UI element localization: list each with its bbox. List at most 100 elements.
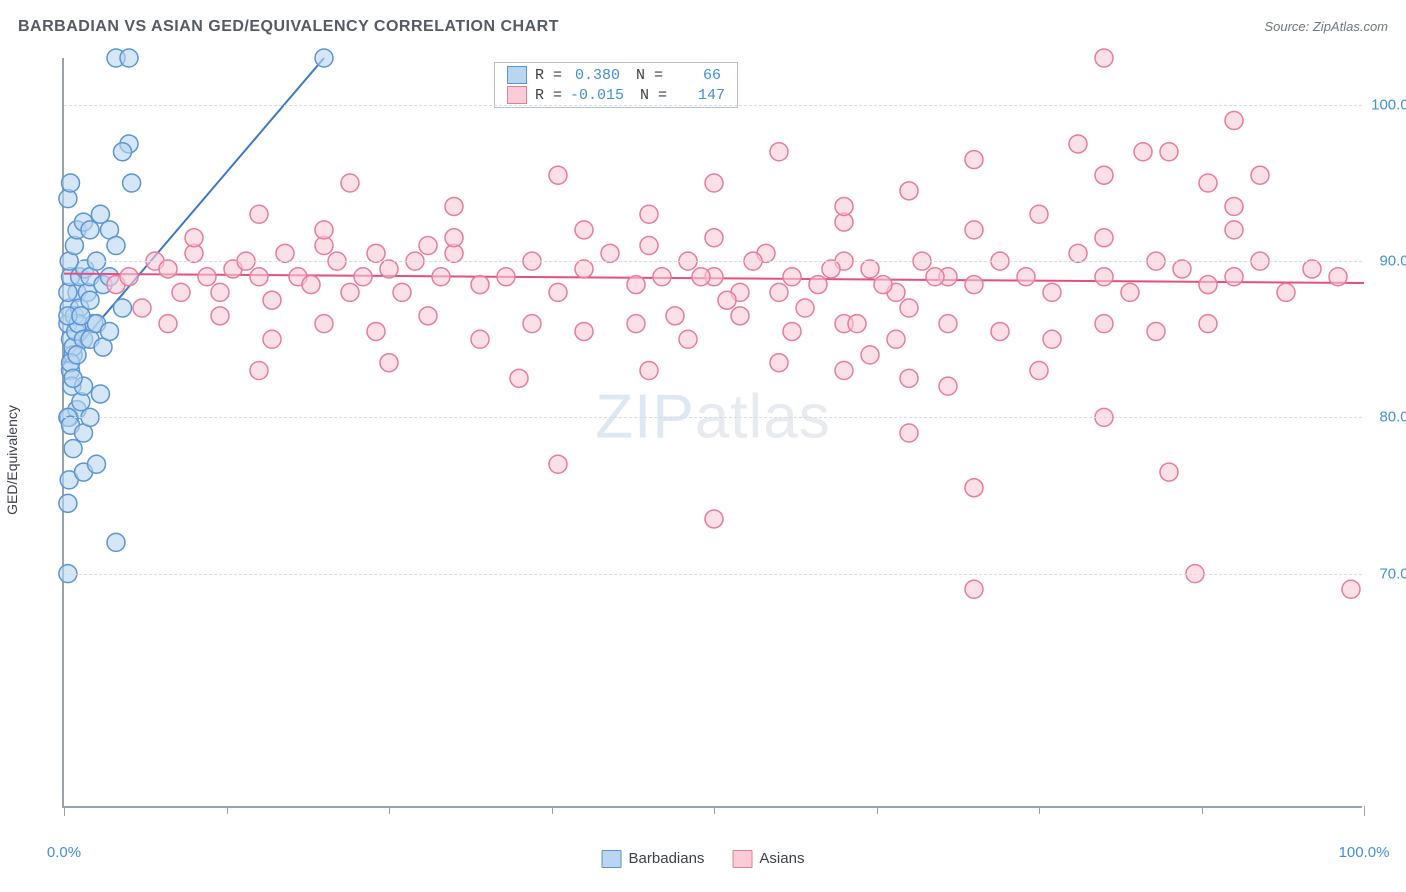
legend-r-value-barbadians: 0.380 <box>570 67 620 84</box>
gridline-h <box>64 105 1362 106</box>
scatter-point <box>1225 221 1243 239</box>
scatter-point <box>263 330 281 348</box>
scatter-point <box>991 322 1009 340</box>
x-tick-mark <box>552 806 553 814</box>
scatter-point <box>1342 580 1360 598</box>
scatter-point <box>1147 322 1165 340</box>
scatter-point <box>874 276 892 294</box>
scatter-point <box>62 174 80 192</box>
scatter-point <box>705 174 723 192</box>
legend-r-value-asians: -0.015 <box>570 87 624 104</box>
scatter-point <box>1095 268 1113 286</box>
legend-row-barbadians: R = 0.380 N = 66 <box>495 65 737 85</box>
scatter-point <box>822 260 840 278</box>
scatter-point <box>1095 229 1113 247</box>
scatter-point <box>198 268 216 286</box>
scatter-point <box>718 291 736 309</box>
scatter-point <box>471 330 489 348</box>
scatter-point <box>731 307 749 325</box>
scatter-point <box>835 362 853 380</box>
scatter-point <box>965 151 983 169</box>
chart-source: Source: ZipAtlas.com <box>1264 19 1388 34</box>
scatter-point <box>123 174 141 192</box>
x-tick-mark <box>1039 806 1040 814</box>
x-tick-label: 0.0% <box>47 844 81 861</box>
scatter-point <box>59 494 77 512</box>
legend-r-label: R = <box>535 87 562 104</box>
plot-area: ZIPatlas R = 0.380 N = 66 R = -0.015 N =… <box>62 58 1362 808</box>
scatter-point <box>601 244 619 262</box>
scatter-point <box>445 229 463 247</box>
legend-n-label: N = <box>640 87 667 104</box>
scatter-point <box>1199 174 1217 192</box>
scatter-point <box>783 268 801 286</box>
scatter-point <box>510 369 528 387</box>
scatter-point <box>250 362 268 380</box>
scatter-point <box>114 299 132 317</box>
scatter-point <box>523 315 541 333</box>
y-tick-label: 70.0% <box>1379 565 1406 582</box>
x-tick-mark <box>714 806 715 814</box>
scatter-point <box>91 385 109 403</box>
plot-wrap: GED/Equivalency ZIPatlas R = 0.380 N = 6… <box>18 50 1388 870</box>
scatter-point <box>380 354 398 372</box>
gridline-h <box>64 261 1362 262</box>
scatter-point <box>81 221 99 239</box>
scatter-point <box>64 440 82 458</box>
scatter-point <box>640 362 658 380</box>
series-legend: Barbadians Asians <box>602 850 805 868</box>
scatter-point <box>640 237 658 255</box>
scatter-point <box>315 221 333 239</box>
scatter-point <box>88 455 106 473</box>
scatter-point <box>1225 268 1243 286</box>
scatter-point <box>1173 260 1191 278</box>
legend-label: Asians <box>759 850 804 867</box>
scatter-point <box>1121 283 1139 301</box>
scatter-point <box>120 49 138 67</box>
scatter-point <box>1095 49 1113 67</box>
scatter-point <box>887 330 905 348</box>
x-tick-mark <box>64 806 65 816</box>
scatter-point <box>900 182 918 200</box>
scatter-point <box>107 533 125 551</box>
scatter-point <box>159 260 177 278</box>
scatter-point <box>101 322 119 340</box>
scatter-point <box>380 260 398 278</box>
scatter-point <box>133 299 151 317</box>
scatter-point <box>367 322 385 340</box>
scatter-point <box>1251 166 1269 184</box>
legend-item-barbadians: Barbadians <box>602 850 705 868</box>
scatter-point <box>107 237 125 255</box>
scatter-point <box>68 346 86 364</box>
scatter-point <box>965 221 983 239</box>
scatter-point <box>848 315 866 333</box>
x-tick-mark <box>1202 806 1203 814</box>
scatter-point <box>185 229 203 247</box>
scatter-point <box>419 307 437 325</box>
legend-swatch-asians <box>507 86 527 104</box>
scatter-point <box>315 315 333 333</box>
legend-label: Barbadians <box>629 850 705 867</box>
scatter-point <box>861 346 879 364</box>
y-tick-label: 90.0% <box>1379 253 1406 270</box>
legend-r-label: R = <box>535 67 562 84</box>
legend-n-value-asians: 147 <box>675 87 725 104</box>
scatter-point <box>419 237 437 255</box>
scatter-point <box>1225 112 1243 130</box>
scatter-point <box>770 143 788 161</box>
scatter-svg <box>64 58 1362 806</box>
scatter-point <box>705 510 723 528</box>
scatter-point <box>861 260 879 278</box>
scatter-point <box>64 369 82 387</box>
correlation-legend: R = 0.380 N = 66 R = -0.015 N = 147 <box>494 62 738 108</box>
scatter-point <box>1043 330 1061 348</box>
scatter-point <box>1199 276 1217 294</box>
scatter-point <box>250 268 268 286</box>
legend-row-asians: R = -0.015 N = 147 <box>495 85 737 105</box>
x-tick-mark <box>227 806 228 814</box>
x-tick-label: 100.0% <box>1339 844 1390 861</box>
scatter-point <box>705 229 723 247</box>
chart-title: BARBADIAN VS ASIAN GED/EQUIVALENCY CORRE… <box>18 18 559 36</box>
scatter-point <box>627 315 645 333</box>
scatter-point <box>1017 268 1035 286</box>
